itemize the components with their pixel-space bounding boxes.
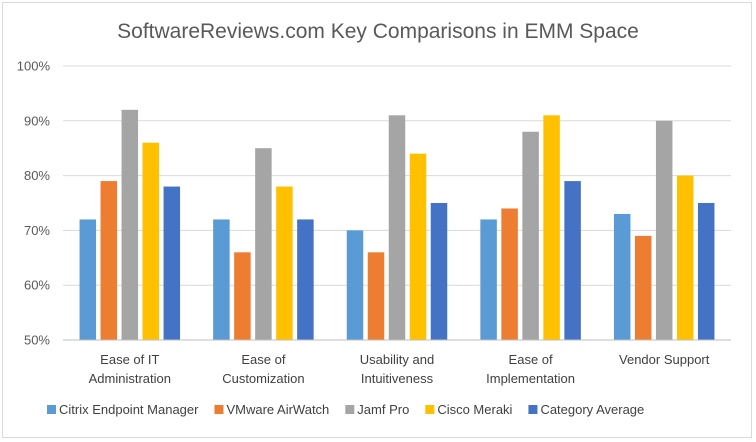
bar-jamf-pro [388, 115, 406, 340]
bar-cisco-meraki [409, 153, 427, 340]
x-tick-label: Vendor Support [619, 352, 710, 367]
x-tick-label: Ease of IT [100, 352, 159, 367]
bar-citrix-endpoint-manager [613, 213, 631, 340]
y-axis-ticks: 50% 60% 70% 80% 90% 100% [17, 59, 51, 348]
bar-citrix-endpoint-manager [346, 230, 364, 340]
x-tick-label: Customization [222, 371, 304, 386]
y-tick-label: 100% [17, 59, 51, 74]
bars [79, 109, 715, 340]
bar-jamf-pro [655, 120, 673, 340]
y-tick-label: 60% [24, 278, 50, 293]
bar-vmware-airwatch [100, 181, 118, 340]
bar-citrix-endpoint-manager [213, 219, 230, 340]
bar-cisco-meraki [543, 115, 560, 340]
bar-citrix-endpoint-manager [79, 219, 97, 340]
x-tick-label: Ease of [509, 352, 553, 367]
legend-label: Jamf Pro [357, 402, 409, 417]
chart-title: SoftwareReviews.com Key Comparisons in E… [117, 20, 639, 43]
bar-category-average [564, 181, 581, 340]
bar-cisco-meraki [142, 142, 160, 340]
bar-jamf-pro [121, 109, 139, 340]
legend-label: Category Average [540, 402, 644, 417]
bar-vmware-airwatch [367, 252, 385, 340]
x-tick-label: Usability and [360, 352, 434, 367]
legend-swatch [345, 405, 355, 414]
bar-jamf-pro [522, 131, 539, 340]
bar-category-average [163, 186, 181, 340]
legend-label: Cisco Meraki [437, 402, 512, 417]
bar-citrix-endpoint-manager [480, 219, 497, 340]
legend-swatch [425, 405, 435, 414]
x-tick-label: Ease of [241, 352, 285, 367]
legend: Citrix Endpoint Manager VMware AirWatch Ja… [47, 402, 644, 417]
bar-vmware-airwatch [501, 208, 518, 340]
bar-category-average [430, 203, 448, 340]
bar-category-average [697, 203, 715, 340]
legend-swatch [214, 405, 224, 414]
bar-cisco-meraki [276, 186, 293, 340]
bar-cisco-meraki [676, 175, 694, 340]
legend-label: Citrix Endpoint Manager [59, 402, 199, 417]
x-axis-labels: Ease of IT Administration Ease of Customiza… [89, 352, 710, 386]
legend-label: VMware AirWatch [226, 402, 329, 417]
bar-vmware-airwatch [234, 252, 251, 340]
y-tick-label: 90% [24, 113, 50, 128]
y-tick-label: 50% [24, 333, 50, 348]
legend-swatch [47, 405, 56, 414]
legend-swatch [528, 405, 538, 414]
bar-jamf-pro [255, 148, 272, 340]
x-tick-label: Administration [89, 371, 171, 386]
x-tick-label: Implementation [486, 371, 575, 386]
y-tick-label: 80% [24, 168, 50, 183]
bar-category-average [297, 219, 314, 340]
x-tick-label: Intuitiveness [361, 371, 434, 386]
bar-vmware-airwatch [634, 235, 652, 340]
y-tick-label: 70% [24, 223, 50, 238]
